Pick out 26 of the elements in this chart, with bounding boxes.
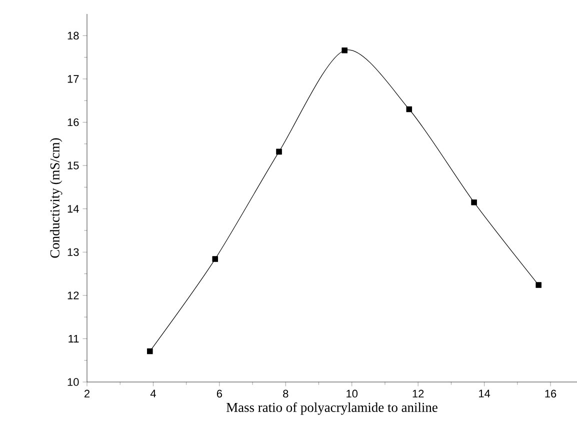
point [406,106,412,112]
point [342,47,348,54]
x-tick-label: 8 [283,390,288,398]
point [276,148,282,155]
point [536,282,542,288]
y-tick-label: 16 [68,118,79,126]
y-tick-label: 13 [68,248,79,256]
x-tick-label: 14 [479,390,490,398]
point [147,348,153,354]
x-tick-label: 16 [545,390,556,398]
x-tick-label: 12 [412,390,424,398]
y-tick-label: 18 [68,32,79,40]
y-tick-label: 17 [68,75,79,83]
x-tick-label: 6 [216,390,222,398]
y-axis-title: Conductivity (mS/cm) [50,138,62,258]
y-tick-label: 10 [68,378,79,386]
y-tick-label: 15 [68,162,79,170]
x-tick-label: 10 [346,390,358,398]
y-tick-label: 14 [68,205,79,213]
y-tick-label: 12 [68,292,79,300]
x-tick-label: 2 [84,390,90,398]
x-tick-label: 4 [150,390,156,398]
point [212,256,218,262]
point [471,199,477,206]
x-axis-title: Mass ratio of polyacrylamide to aniline [226,402,438,415]
y-tick-label: 11 [68,334,79,342]
